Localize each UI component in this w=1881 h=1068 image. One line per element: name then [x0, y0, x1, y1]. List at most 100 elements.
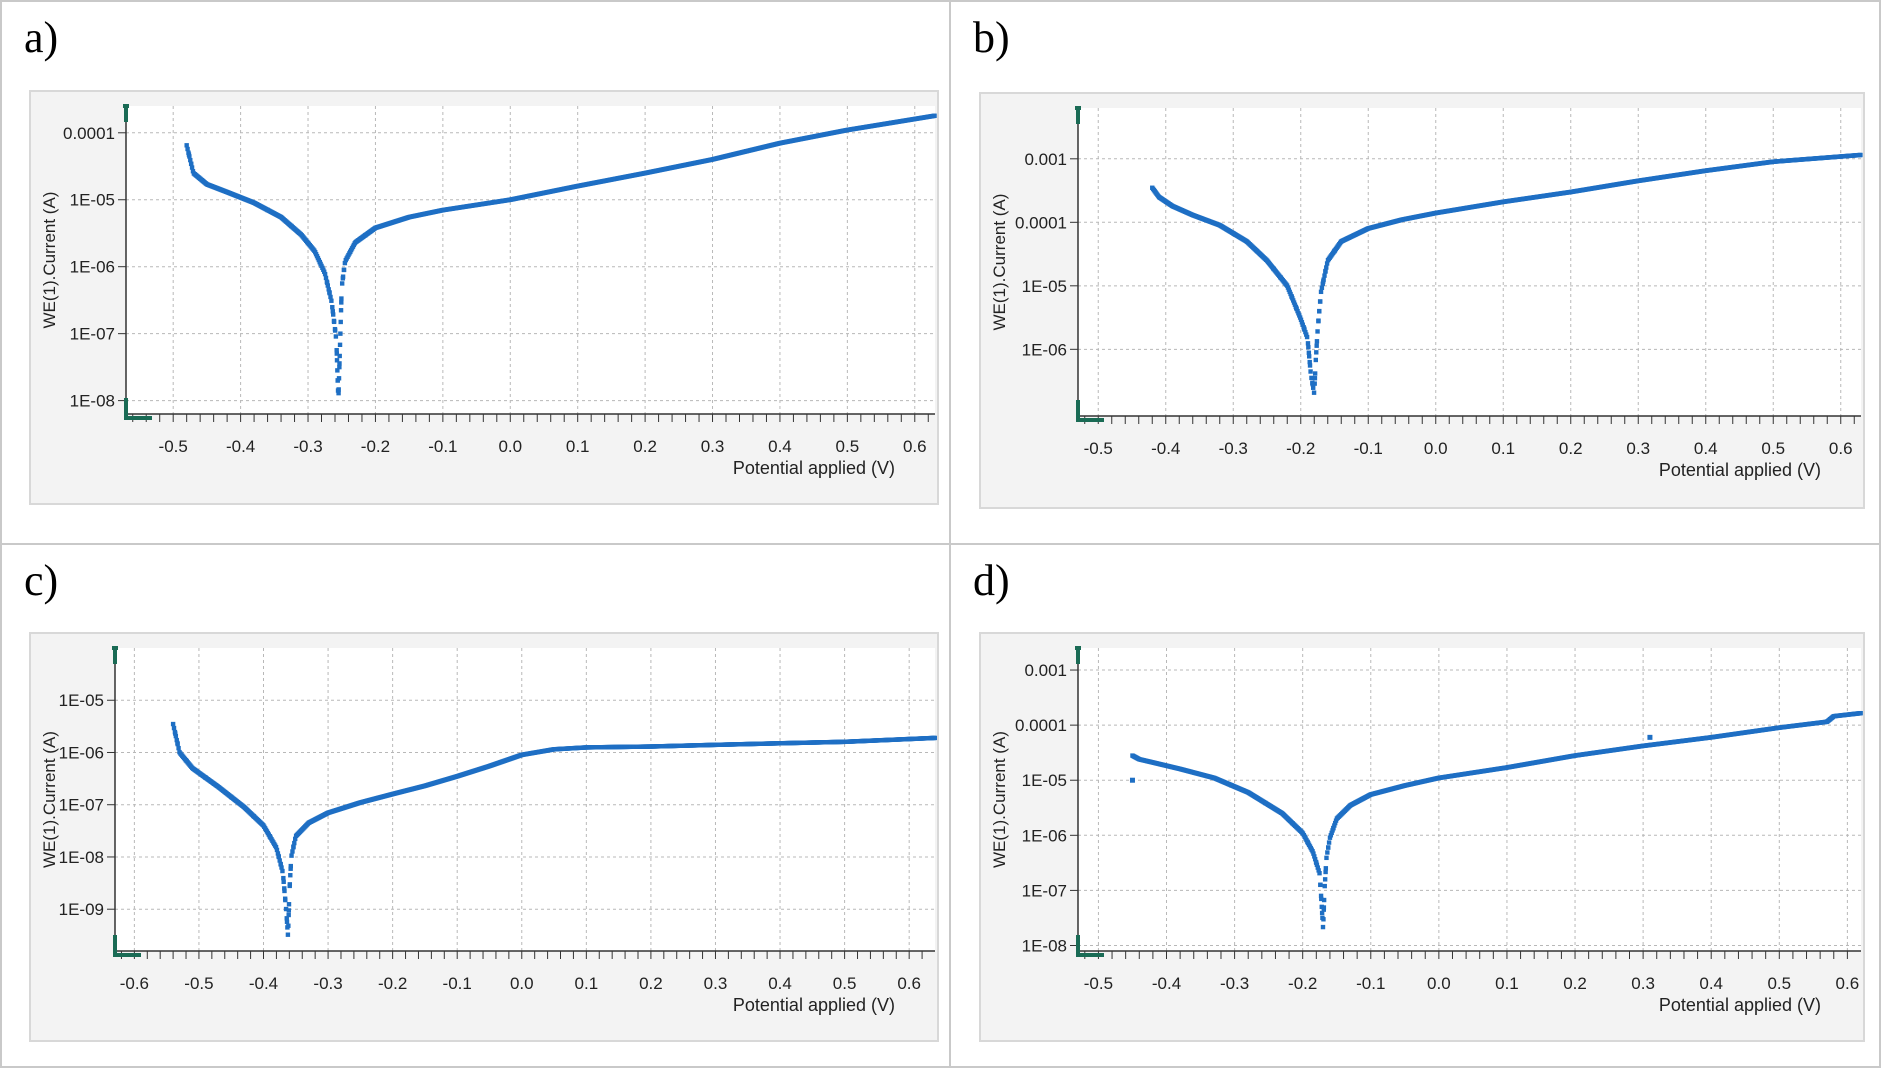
y-tick-label: 1E-07: [70, 325, 115, 344]
data-point: [339, 296, 344, 301]
data-point: [1304, 332, 1309, 337]
data-point: [1320, 924, 1326, 930]
x-tick-label: -0.3: [1219, 439, 1248, 458]
data-point: [284, 916, 289, 921]
data-point: [189, 165, 195, 170]
x-tick-label: 0.0: [1427, 974, 1451, 993]
data-point: [1326, 840, 1332, 845]
chart-b: -0.5 -0.4 -0.3 -0.2 -0.1 0.0 0.1 0.2 0.3 0.4 0.5 0.…: [990, 106, 1863, 480]
data-point: [1317, 299, 1323, 304]
y-tick-label: 1E-08: [1022, 936, 1067, 955]
data-point: [1231, 231, 1236, 236]
data-point: [1301, 326, 1307, 331]
x-tick-label: 0.1: [1495, 974, 1519, 993]
series-0: [170, 721, 937, 937]
x-tick-label: 0.6: [897, 974, 921, 993]
data-point: [1322, 877, 1328, 882]
data-point: [291, 844, 296, 849]
data-point: [1306, 354, 1312, 359]
y-tick-label: 1E-06: [1022, 826, 1067, 845]
data-point: [186, 152, 192, 157]
x-tick-label: -0.1: [1356, 974, 1385, 993]
data-point: [1129, 777, 1135, 783]
x-tick-label: 0.0: [510, 974, 534, 993]
axis-corner-bottom: [124, 398, 152, 420]
data-point: [338, 331, 343, 336]
x-tick-label: 0.1: [575, 974, 599, 993]
data-point: [1858, 152, 1863, 158]
y-tick-label: 1E-08: [70, 392, 115, 411]
data-point: [1332, 823, 1337, 828]
data-point: [1289, 294, 1294, 300]
y-tick-label: 1E-06: [1022, 340, 1067, 359]
data-point: [1315, 865, 1320, 870]
data-point: [290, 849, 295, 854]
data-point: [1309, 375, 1314, 381]
data-point: [288, 223, 294, 229]
data-point: [1263, 800, 1268, 806]
data-point: [1318, 289, 1324, 295]
data-point: [1332, 820, 1338, 826]
data-point: [326, 287, 331, 292]
x-tick-label: 0.1: [1491, 439, 1515, 458]
panel-letter-c: c): [24, 556, 59, 605]
data-point: [1858, 710, 1863, 716]
data-point: [1314, 860, 1319, 866]
data-point: [336, 376, 342, 381]
data-point: [888, 120, 894, 126]
data-point: [330, 312, 336, 317]
data-point: [1254, 248, 1260, 254]
y-tick-label: 1E-05: [70, 191, 115, 210]
data-point: [1326, 845, 1331, 850]
x-tick-label: -0.5: [1084, 974, 1113, 993]
x-tick-label: 0.2: [1559, 439, 1583, 458]
data-point: [203, 775, 208, 780]
x-tick-label: 0.6: [1829, 439, 1853, 458]
data-point: [1324, 855, 1329, 861]
data-point: [283, 897, 288, 903]
data-point: [1311, 390, 1317, 395]
data-point: [341, 267, 347, 273]
data-point: [1308, 369, 1313, 374]
data-point: [185, 146, 190, 152]
data-point: [322, 269, 327, 274]
data-point: [330, 304, 335, 310]
data-point: [173, 733, 179, 739]
data-point: [1290, 821, 1295, 826]
data-point: [285, 932, 291, 937]
data-point: [173, 731, 178, 736]
data-point: [1306, 345, 1311, 350]
data-point: [289, 853, 294, 858]
data-point: [1319, 285, 1325, 290]
data-point: [1305, 840, 1310, 845]
x-tick-label: -0.2: [1288, 974, 1317, 993]
x-tick-label: -0.1: [428, 437, 457, 456]
x-tick-label: 0.5: [836, 437, 860, 456]
x-tick-label: 0.3: [1631, 974, 1655, 993]
x-tick-label: 0.6: [903, 437, 927, 456]
data-point: [280, 868, 285, 874]
series-0: [184, 113, 937, 396]
data-point: [283, 906, 289, 912]
data-point: [332, 328, 338, 333]
data-point: [190, 169, 196, 174]
data-point: [324, 280, 330, 285]
x-tick-label: -0.4: [1152, 974, 1181, 993]
y-tick-label: 0.0001: [1015, 716, 1067, 735]
data-point: [1325, 850, 1330, 855]
data-point: [286, 902, 292, 907]
data-point: [334, 351, 339, 356]
x-tick-label: -0.5: [159, 437, 188, 456]
x-axis-title: Potential applied (V): [1659, 995, 1821, 1015]
axis-corner-top: [1075, 646, 1081, 664]
panel-c: c) -0.6 -0.5 -0.4 -0.3 -0.2 -0.1 0.0 0.1 0.2 0.3 0…: [0, 543, 951, 1068]
y-tick-label: 1E-08: [59, 848, 104, 867]
data-point: [334, 348, 339, 353]
data-point: [282, 886, 287, 891]
x-tick-label: 0.4: [768, 974, 792, 993]
data-point: [932, 113, 937, 118]
chart-frame-a: -0.5 -0.4 -0.3 -0.2 -0.1 0.0 0.1 0.2 0.3 0.4 0.5 0.…: [29, 90, 939, 505]
chart-frame-c: -0.6 -0.5 -0.4 -0.3 -0.2 -0.1 0.0 0.1 0.2 0.3 0.4 0…: [29, 632, 939, 1042]
data-point: [265, 207, 270, 213]
x-tick-label: 0.3: [704, 974, 728, 993]
